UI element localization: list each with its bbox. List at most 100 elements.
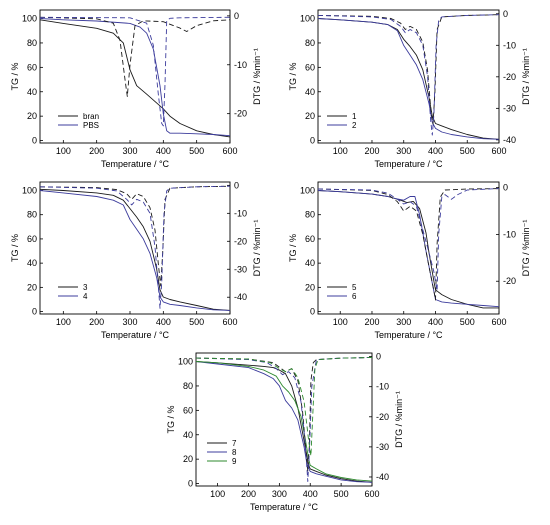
x-tick-label: 500	[460, 146, 475, 156]
y-tick-label: 20	[183, 454, 193, 464]
x-tick-label: 300	[396, 317, 411, 327]
dtg-line-blue-3	[40, 185, 230, 309]
y-tick-label: 100	[22, 185, 37, 195]
y2-tick-label: -30	[234, 264, 247, 274]
y2-tick-label: -10	[503, 40, 516, 50]
panel-5: 100 200 300 400 500 600 0 20 40 60 80 100 0 -10 -20 -30…	[166, 352, 404, 512]
x-tick-label: 400	[428, 317, 443, 327]
tg-line-black-0	[40, 19, 230, 138]
legend-label: 2	[352, 121, 357, 130]
y-axis-title: TG / %	[10, 234, 20, 262]
tg-line-blue-1	[318, 190, 499, 308]
x-tick-label: 600	[491, 146, 506, 156]
y-tick-label: 40	[183, 430, 193, 440]
y-tick-label: 20	[27, 282, 37, 292]
y-tick-label: 60	[305, 62, 315, 72]
panel-4: 100 200 300 400 500 600 0 20 40 60 80 100 0 -10 -20 Tem…	[288, 181, 531, 340]
plot-frame	[195, 352, 373, 487]
dtg-line-blue-4	[196, 357, 372, 482]
x-tick-label: 500	[334, 489, 349, 499]
y-axis-title: TG / %	[166, 405, 176, 433]
dtg-line-black-2	[40, 185, 230, 287]
x-tick-label: 100	[56, 317, 71, 327]
x-tick-label: 200	[241, 489, 256, 499]
y2-axis-title: DTG / %min⁻¹	[394, 391, 404, 448]
plot-frame	[39, 9, 231, 144]
y-tick-label: 80	[305, 38, 315, 48]
y2-tick-label: -40	[503, 135, 516, 145]
dtg-line-green-5	[196, 357, 372, 457]
x-tick-label: 200	[89, 146, 104, 156]
y-tick-label: 20	[305, 282, 315, 292]
y-tick-label: 20	[27, 111, 37, 121]
plot-frame	[317, 9, 500, 144]
x-tick-label: 600	[222, 317, 237, 327]
x-axis-title: Temperature / °C	[101, 330, 170, 340]
dtg-line-blue-3	[318, 188, 499, 292]
tg-line-blue-1	[318, 18, 499, 140]
x-axis-title: Temperature / °C	[374, 330, 443, 340]
y2-tick-label: -20	[234, 236, 247, 246]
legend-label: 7	[232, 439, 237, 448]
dtg-line-blue-3	[318, 14, 499, 136]
y-tick-label: 0	[310, 307, 315, 317]
panel-2: 100 200 300 400 500 600 0 20 40 60 80 100 0 -10 -20 -30…	[288, 9, 531, 169]
legend-label: 8	[232, 448, 237, 457]
y2-tick-label: 0	[234, 11, 239, 21]
y-axis-title: TG / %	[288, 62, 298, 90]
dtg-line-black-2	[40, 16, 230, 97]
x-tick-label: 300	[396, 146, 411, 156]
legend-label: 5	[352, 283, 357, 292]
y2-tick-label: 0	[503, 183, 508, 193]
panel-3: 100 200 300 400 500 600 0 20 40 60 80 100 0 -10 -20 -30…	[10, 180, 262, 340]
x-tick-label: 300	[122, 146, 137, 156]
x-tick-label: 300	[122, 317, 137, 327]
y-tick-label: 0	[188, 479, 193, 489]
x-tick-label: 100	[56, 146, 71, 156]
x-tick-label: 200	[364, 317, 379, 327]
y-tick-label: 80	[27, 38, 37, 48]
series-group	[318, 14, 499, 140]
tg-line-black-0	[318, 18, 499, 140]
y-tick-label: 80	[27, 210, 37, 220]
x-axis-title: Temperature / °C	[374, 159, 443, 169]
x-tick-label: 100	[210, 489, 225, 499]
legend-label: 6	[352, 292, 357, 301]
y-tick-label: 80	[183, 381, 193, 391]
y2-tick-label: 0	[376, 352, 381, 362]
x-tick-label: 500	[189, 146, 204, 156]
x-axis-title: Temperature / °C	[250, 502, 319, 512]
tg-line-green-2	[196, 361, 372, 482]
x-tick-label: 500	[460, 317, 475, 327]
tg-line-blue-1	[40, 190, 230, 311]
tg-line-black-0	[318, 190, 499, 309]
plot-frame	[39, 181, 231, 315]
y-tick-label: 40	[305, 87, 315, 97]
dtg-line-black-2	[318, 188, 499, 301]
y-axis-title: TG / %	[288, 234, 298, 262]
y2-tick-label: -30	[503, 103, 516, 113]
y-tick-label: 0	[310, 136, 315, 146]
series-group	[318, 188, 499, 309]
y2-tick-label: 0	[503, 9, 508, 19]
y2-tick-label: -10	[376, 382, 389, 392]
y-tick-label: 40	[27, 258, 37, 268]
dtg-line-blue-3	[40, 16, 230, 127]
tg-line-blue-1	[196, 361, 372, 483]
y-tick-label: 40	[27, 87, 37, 97]
x-tick-label: 400	[428, 146, 443, 156]
y2-axis-title: DTG / %min⁻¹	[521, 48, 531, 105]
x-tick-label: 400	[156, 317, 171, 327]
y-tick-label: 0	[32, 307, 37, 317]
x-tick-label: 500	[189, 317, 204, 327]
y2-axis-title: DTG / %min⁻¹	[252, 48, 262, 105]
tg-line-black-0	[40, 188, 230, 311]
y-tick-label: 40	[305, 258, 315, 268]
y2-tick-label: -10	[234, 208, 247, 218]
legend-label: 1	[352, 112, 357, 121]
y-tick-label: 80	[305, 210, 315, 220]
y-tick-label: 60	[27, 62, 37, 72]
tg-line-black-0	[196, 361, 372, 483]
tg-line-blue-1	[40, 18, 230, 137]
